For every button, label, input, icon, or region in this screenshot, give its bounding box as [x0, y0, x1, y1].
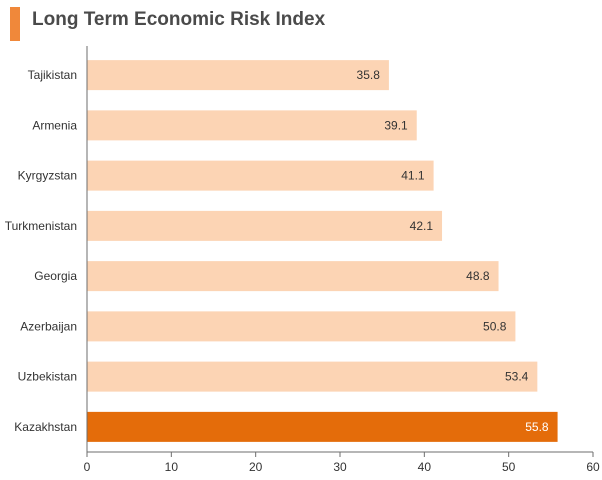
bar-uzbekistan — [87, 361, 538, 392]
chart-title: Long Term Economic Risk Index — [32, 9, 326, 30]
category-label: Tajikistan — [28, 68, 77, 82]
category-label: Kazakhstan — [14, 420, 77, 434]
x-tick-label: 0 — [84, 460, 91, 474]
value-label: 39.1 — [384, 118, 408, 132]
category-label: Azerbaijan — [20, 319, 77, 333]
x-tick-label: 20 — [249, 460, 263, 474]
title-accent-bar — [10, 7, 20, 41]
value-label: 50.8 — [483, 319, 507, 333]
value-label: 42.1 — [410, 219, 434, 233]
bar-armenia — [87, 110, 417, 141]
bar-kyrgyzstan — [87, 160, 434, 191]
bar-tajikistan — [87, 60, 389, 91]
x-tick-label: 10 — [165, 460, 179, 474]
category-label: Armenia — [32, 118, 77, 132]
bar-azerbaijan — [87, 311, 516, 342]
x-tick-label: 60 — [586, 460, 600, 474]
value-label: 53.4 — [505, 370, 529, 384]
category-label: Turkmenistan — [5, 219, 77, 233]
category-label: Georgia — [34, 269, 77, 283]
value-label: 41.1 — [401, 169, 425, 183]
x-tick-label: 50 — [502, 460, 516, 474]
category-label: Kyrgyzstan — [18, 169, 77, 183]
bar-kazakhstan — [87, 411, 558, 442]
x-tick-label: 40 — [418, 460, 432, 474]
bar-turkmenistan — [87, 210, 443, 241]
bar-georgia — [87, 261, 499, 292]
value-label: 48.8 — [466, 269, 490, 283]
category-label: Uzbekistan — [18, 370, 77, 384]
x-tick-label: 30 — [333, 460, 347, 474]
value-label: 55.8 — [525, 420, 549, 434]
value-label: 35.8 — [357, 68, 381, 82]
